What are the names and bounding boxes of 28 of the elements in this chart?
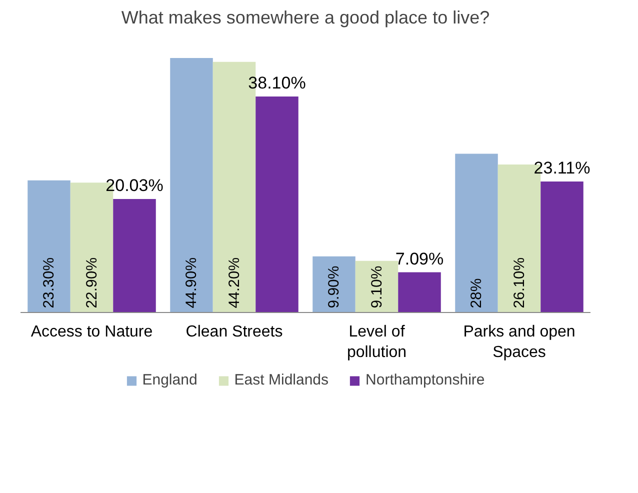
data-label: 44.90% <box>183 257 200 308</box>
data-label: 23.30% <box>40 257 58 308</box>
bar <box>312 256 356 312</box>
data-label: 28% <box>468 278 485 308</box>
data-label: 9.90% <box>326 266 342 308</box>
data-label: 20.03% <box>106 176 164 195</box>
legend-label: England <box>142 372 198 388</box>
x-tick-label: Clean Streets <box>186 324 283 340</box>
data-label: 9.10% <box>368 266 386 308</box>
bar <box>398 272 441 312</box>
data-label: 23.11% <box>534 158 590 178</box>
x-tick-label: Level of pollution <box>346 324 407 361</box>
bar <box>455 154 498 312</box>
x-tick-label: Parks and open Spaces <box>463 324 576 361</box>
legend-label: East Midlands <box>234 372 329 388</box>
legend-label: Northamptonshire <box>366 372 485 388</box>
bar <box>256 96 298 312</box>
data-label: 22.90% <box>83 257 100 308</box>
bar <box>28 180 70 312</box>
bar <box>540 181 584 312</box>
chart-title: What makes somewhere a good place to live? <box>121 8 490 28</box>
data-label: 44.20% <box>226 257 243 308</box>
data-label: 38.10% <box>248 74 306 93</box>
data-label: 7.09% <box>395 249 444 268</box>
bar <box>113 198 156 312</box>
bar <box>170 58 213 312</box>
x-tick-label: Access to Nature <box>30 324 153 340</box>
data-label: 26.10% <box>510 257 528 308</box>
